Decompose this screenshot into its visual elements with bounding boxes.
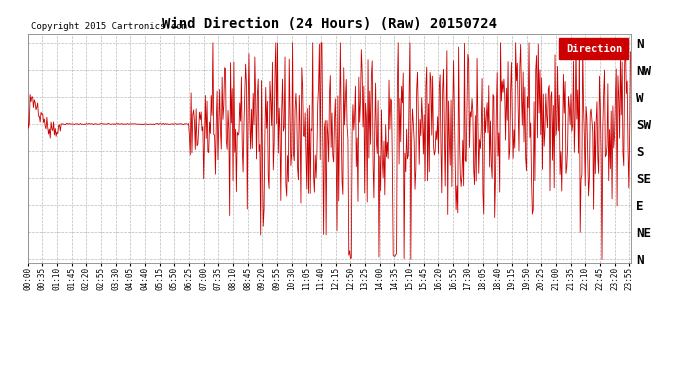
Title: Wind Direction (24 Hours) (Raw) 20150724: Wind Direction (24 Hours) (Raw) 20150724 [162, 17, 497, 31]
Text: Copyright 2015 Cartronics.com: Copyright 2015 Cartronics.com [30, 22, 186, 32]
Bar [559, 38, 629, 59]
Text: Direction: Direction [566, 44, 622, 54]
